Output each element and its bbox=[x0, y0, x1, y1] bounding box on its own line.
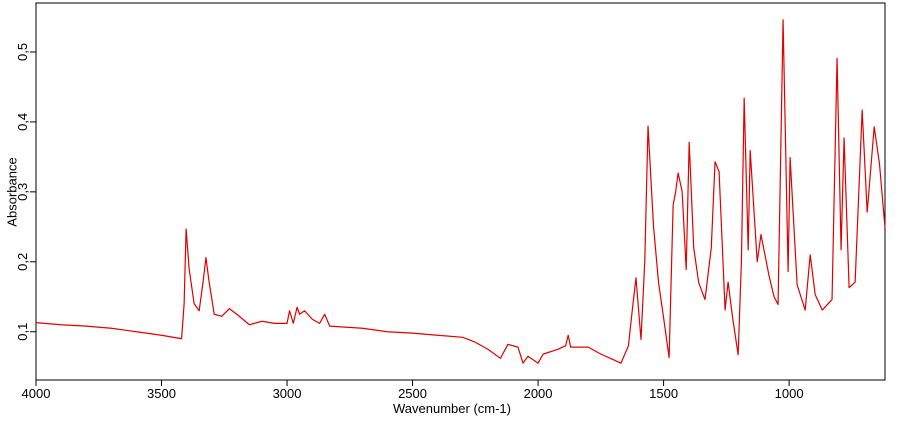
y-tick-label: 0,5 bbox=[15, 43, 30, 61]
y-tick-label: 0,3 bbox=[15, 183, 30, 201]
x-tick-label: 3000 bbox=[273, 386, 302, 401]
x-tick-label: 1500 bbox=[649, 386, 678, 401]
plot-frame bbox=[35, 2, 886, 381]
x-tick-label: 2500 bbox=[398, 386, 427, 401]
x-tick-label: 1000 bbox=[775, 386, 804, 401]
x-tick-label: 4000 bbox=[22, 386, 51, 401]
x-axis-title: Wavenumber (cm-1) bbox=[393, 401, 511, 416]
x-tick-label: 2000 bbox=[524, 386, 553, 401]
y-tick-label: 0,2 bbox=[15, 253, 30, 271]
spectrum-line bbox=[35, 19, 886, 364]
y-axis-title: Absorbance bbox=[4, 157, 19, 226]
y-tick-label: 0,4 bbox=[15, 113, 30, 131]
y-tick-label: 0,1 bbox=[15, 323, 30, 341]
x-tick-label: 3500 bbox=[147, 386, 176, 401]
